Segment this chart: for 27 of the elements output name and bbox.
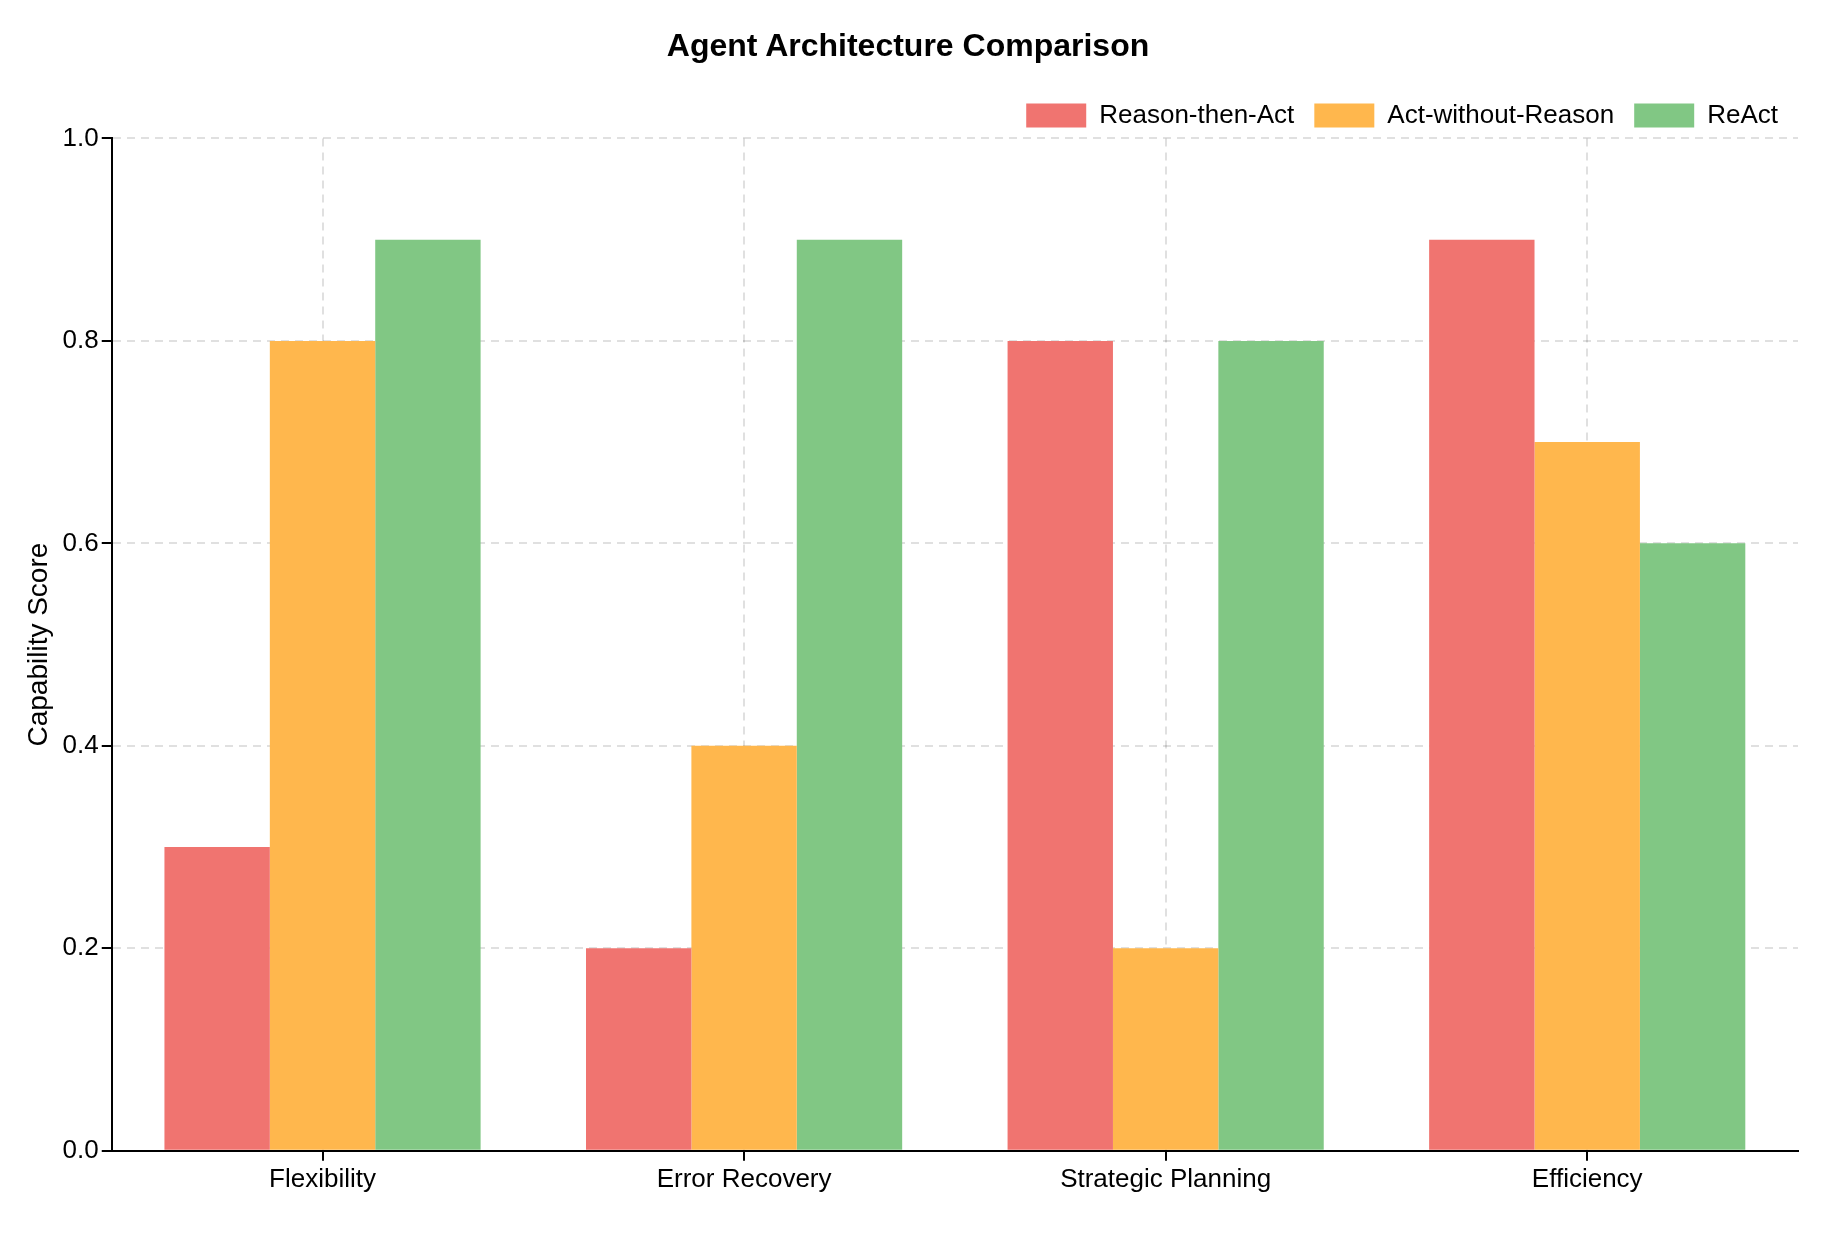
y-tick-label: 1.0 <box>62 121 99 152</box>
bar <box>269 340 376 1150</box>
bar <box>796 239 903 1150</box>
y-axis-title: Capability Score <box>21 542 53 747</box>
bar <box>691 745 797 1150</box>
legend-label: ReAct <box>1707 98 1779 129</box>
bar <box>1429 239 1535 1150</box>
bar <box>1007 340 1113 1150</box>
x-tick-label: Error Recovery <box>656 1162 832 1193</box>
y-tick-label: 0.0 <box>62 1133 99 1164</box>
legend-label: Act-without-Reason <box>1387 98 1615 129</box>
x-tick-label: Strategic Planning <box>1060 1162 1272 1193</box>
y-tick-label: 0.4 <box>62 729 99 760</box>
y-tick-label: 0.8 <box>62 324 99 355</box>
x-tick-label: Flexibility <box>269 1162 376 1193</box>
bar <box>1534 442 1640 1150</box>
bar <box>164 847 270 1150</box>
bar <box>375 239 481 1150</box>
chart-title: Agent Architecture Comparison <box>666 27 1150 64</box>
bar <box>1639 543 1746 1150</box>
bar <box>586 948 692 1150</box>
y-tick-label: 0.2 <box>62 931 99 962</box>
legend-label: Reason-then-Act <box>1099 98 1296 129</box>
bar <box>1112 948 1219 1150</box>
y-tick-label: 0.6 <box>62 526 99 557</box>
bar <box>1218 340 1324 1150</box>
x-tick-label: Efficiency <box>1531 1162 1643 1193</box>
